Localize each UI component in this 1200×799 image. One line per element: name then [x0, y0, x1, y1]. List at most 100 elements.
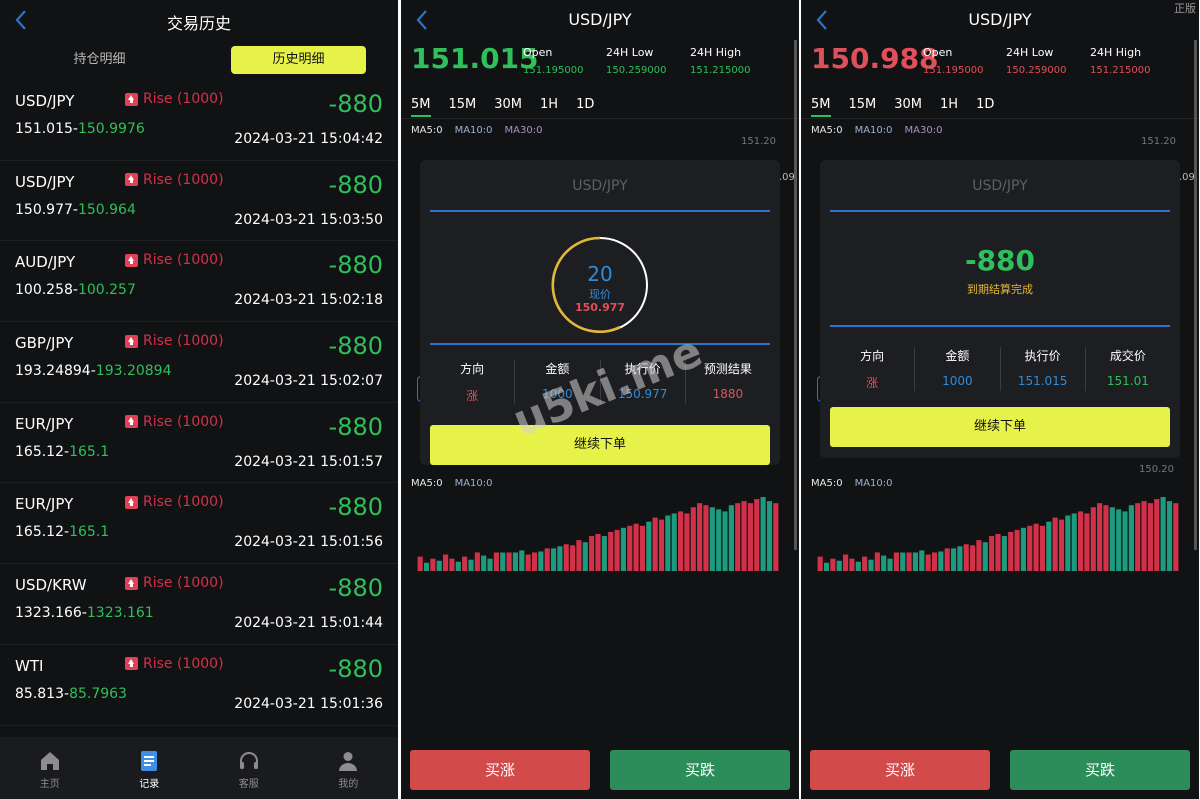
- history-row[interactable]: GBP/JPY Rise (1000) -880 193.24894-193.2089…: [0, 322, 398, 403]
- history-row[interactable]: AUD/JPY Rise (1000) -880 100.258-100.257 202…: [0, 241, 398, 323]
- countdown-ring-graphic: [551, 236, 648, 333]
- tab-1h[interactable]: 1H: [940, 97, 959, 112]
- chart-edge-marker: [817, 376, 821, 402]
- scrollbar[interactable]: [1194, 40, 1197, 550]
- nav-home[interactable]: 主页: [0, 737, 100, 799]
- row-prices: 165.12-165.1: [15, 524, 110, 541]
- volume-bar: [766, 501, 773, 571]
- row-time: 2024-03-21 15:04:42: [234, 131, 383, 147]
- tab-history[interactable]: 历史明细: [231, 46, 366, 74]
- row-direction: Rise (1000): [125, 91, 224, 107]
- row-pnl: -880: [328, 251, 383, 280]
- detail-direction: 方向 涨: [430, 360, 516, 404]
- tab-1h[interactable]: 1H: [540, 97, 559, 112]
- row-pnl: -880: [328, 493, 383, 522]
- buy-fall-button[interactable]: 买跌: [1010, 750, 1190, 790]
- back-arrow-icon[interactable]: [815, 9, 829, 31]
- volume-bar: [620, 527, 626, 571]
- tab-30m[interactable]: 30M: [494, 97, 523, 112]
- volume-bar: [735, 503, 741, 571]
- stat-open-value: 151.195000: [923, 65, 984, 76]
- stat-high-label: 24H High: [690, 46, 742, 59]
- history-row[interactable]: EUR/JPY Rise (1000) -880 165.12-165.1 2024-0…: [0, 483, 398, 565]
- volume-bar: [455, 561, 461, 571]
- continue-order-button[interactable]: 继续下单: [430, 425, 770, 465]
- volume-bar: [1046, 521, 1052, 571]
- countdown-ring: 20 现价 150.977: [550, 235, 650, 335]
- row-prices: 193.24894-193.20894: [15, 363, 172, 380]
- volume-bar: [468, 559, 474, 571]
- volume-bar: [760, 497, 766, 571]
- ma10-label: MA10:0: [854, 125, 893, 136]
- history-row[interactable]: USD/KRW Rise (1000) -880 1323.166-1323.161 2…: [0, 564, 398, 645]
- volume-bar: [538, 551, 544, 571]
- timeframe-tabs: 5M 15M 30M 1H 1D: [811, 97, 994, 117]
- back-arrow-icon[interactable]: [14, 9, 28, 31]
- volume-bar: [671, 513, 677, 571]
- row-time: 2024-03-21 15:02:18: [234, 292, 383, 309]
- timeframe-tabs: 5M 15M 30M 1H 1D: [411, 97, 594, 117]
- tab-15m[interactable]: 15M: [448, 97, 477, 112]
- volume-bar: [1160, 497, 1166, 571]
- volume-bar: [1109, 507, 1115, 571]
- row-time: 2024-03-21 15:03:50: [234, 211, 383, 228]
- back-arrow-icon[interactable]: [415, 9, 429, 31]
- tab-5m[interactable]: 5M: [811, 97, 831, 117]
- detail-header: 金额: [945, 349, 970, 363]
- history-row[interactable]: WTI Rise (1000) -880 85.813-85.7963 2024-03-…: [0, 645, 398, 726]
- y-tick-top: 151.20: [741, 136, 776, 147]
- tab-15m[interactable]: 15M: [848, 97, 877, 112]
- nav-profile[interactable]: 我的: [299, 737, 399, 799]
- volume-bar: [1001, 536, 1007, 571]
- volume-bar: [563, 544, 569, 571]
- volume-bar: [874, 552, 880, 571]
- volume-bar: [862, 556, 868, 571]
- continue-order-button[interactable]: 继续下单: [830, 407, 1170, 447]
- tab-1d[interactable]: 1D: [976, 97, 995, 112]
- tab-5m[interactable]: 5M: [411, 97, 431, 117]
- ma5-label: MA5:0: [411, 125, 443, 136]
- row-open-price: 1323.166: [15, 605, 82, 622]
- buy-rise-button[interactable]: 买涨: [410, 750, 590, 790]
- stat-high-value: 151.215000: [690, 65, 751, 76]
- row-open-price: 165.12: [15, 443, 64, 460]
- volume-bar: [677, 511, 684, 571]
- volume-bar: [601, 536, 607, 571]
- history-row[interactable]: USD/JPY Rise (1000) -880 151.015-150.9976 20…: [0, 80, 398, 161]
- volume-bar: [589, 536, 595, 571]
- volume-bar: [627, 525, 633, 571]
- history-row[interactable]: USD/JPY Rise (1000) -880 150.977-150.964 202…: [0, 161, 398, 242]
- rise-arrow-icon: [125, 495, 138, 509]
- row-direction-label: Rise (1000): [143, 171, 224, 188]
- buy-fall-button[interactable]: 买跌: [610, 750, 790, 790]
- tab-holding[interactable]: 持仓明细: [73, 52, 126, 67]
- row-direction-label: Rise (1000): [143, 252, 224, 269]
- row-time: 2024-03-21 15:02:07: [234, 373, 383, 390]
- volume-bar: [506, 552, 512, 571]
- volume-bar: [652, 517, 658, 571]
- volume-bar: [544, 548, 550, 571]
- nav-home-label: 主页: [39, 779, 60, 790]
- volume-chart: [817, 497, 1179, 571]
- row-close-price: 150.9976: [77, 121, 145, 137]
- volume-bar: [1052, 517, 1058, 571]
- nav-service[interactable]: 客服: [199, 737, 299, 799]
- row-open-price: 165.12: [15, 524, 64, 541]
- buy-rise-button[interactable]: 买涨: [810, 750, 990, 790]
- volume-bar: [906, 552, 912, 571]
- home-icon: [38, 749, 62, 773]
- row-open-price: 151.015: [15, 121, 73, 137]
- volume-bar: [1141, 501, 1147, 571]
- tab-30m[interactable]: 30M: [894, 97, 923, 112]
- tab-1d[interactable]: 1D: [576, 97, 595, 112]
- nav-record[interactable]: 记录: [100, 737, 200, 799]
- row-close-price: 165.1: [69, 524, 110, 541]
- row-open-price: 150.977: [15, 201, 73, 218]
- row-pnl: -880: [328, 654, 383, 683]
- detail-header: 执行价: [1024, 349, 1061, 363]
- scrollbar[interactable]: [794, 40, 797, 550]
- volume-bar: [1090, 507, 1096, 571]
- volume-bar: [1135, 503, 1141, 571]
- volume-bar: [582, 542, 588, 571]
- history-row[interactable]: EUR/JPY Rise (1000) -880 165.12-165.1 2024-0…: [0, 403, 398, 484]
